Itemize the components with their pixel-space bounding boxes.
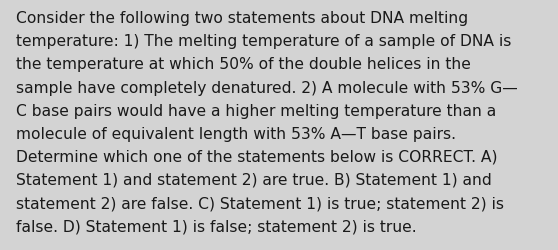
Text: sample have completely denatured. 2) A molecule with 53% G—: sample have completely denatured. 2) A m…	[16, 80, 517, 95]
Text: temperature: 1) The melting temperature of a sample of DNA is: temperature: 1) The melting temperature …	[16, 34, 511, 49]
Text: molecule of equivalent length with 53% A—T base pairs.: molecule of equivalent length with 53% A…	[16, 126, 456, 141]
Text: the temperature at which 50% of the double helices in the: the temperature at which 50% of the doub…	[16, 57, 470, 72]
Text: Consider the following two statements about DNA melting: Consider the following two statements ab…	[16, 11, 468, 26]
Text: statement 2) are false. C) Statement 1) is true; statement 2) is: statement 2) are false. C) Statement 1) …	[16, 195, 504, 210]
Text: Statement 1) and statement 2) are true. B) Statement 1) and: Statement 1) and statement 2) are true. …	[16, 172, 492, 187]
Text: C base pairs would have a higher melting temperature than a: C base pairs would have a higher melting…	[16, 103, 496, 118]
Text: false. D) Statement 1) is false; statement 2) is true.: false. D) Statement 1) is false; stateme…	[16, 218, 416, 233]
Text: Determine which one of the statements below is CORRECT. A): Determine which one of the statements be…	[16, 149, 497, 164]
